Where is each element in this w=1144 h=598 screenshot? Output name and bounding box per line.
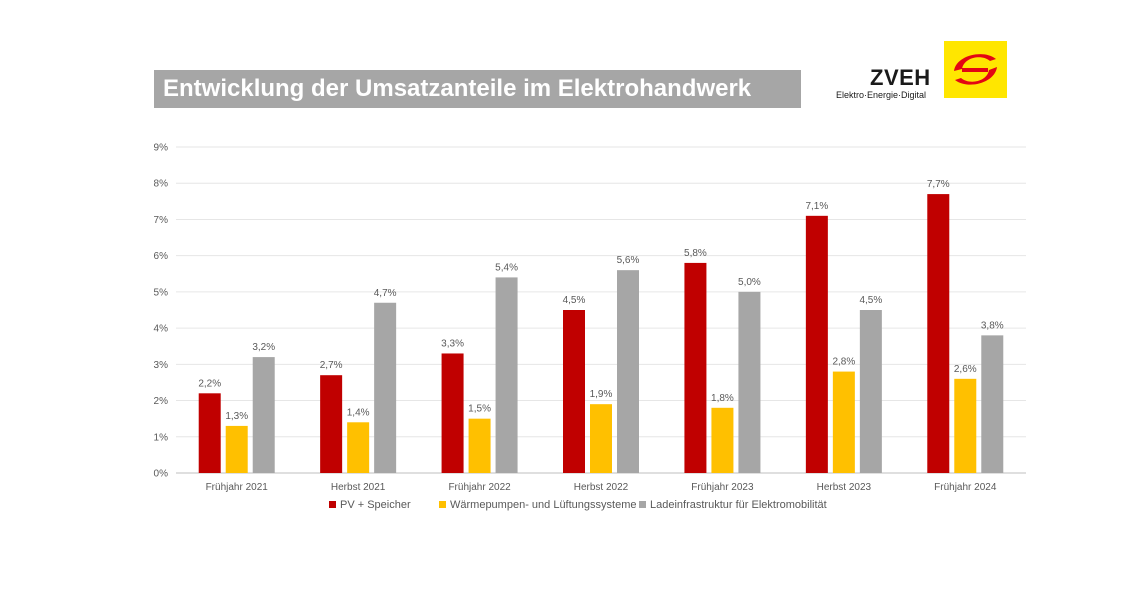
data-label: 2,6%: [954, 364, 977, 375]
bar: [590, 404, 612, 473]
x-tick-label: Herbst 2021: [331, 482, 386, 493]
data-label: 5,6%: [617, 255, 640, 266]
data-label: 1,4%: [347, 407, 370, 418]
data-label: 3,8%: [981, 320, 1004, 331]
bar: [954, 378, 977, 473]
data-label: 5,4%: [495, 262, 518, 273]
legend-swatch: [439, 501, 446, 508]
legend-swatch: [639, 501, 646, 508]
logo-tagline: Elektro·Energie·Digital: [836, 90, 927, 100]
bar: [832, 371, 855, 473]
bar: [374, 302, 397, 473]
bar: [711, 407, 734, 473]
data-label: 3,3%: [441, 338, 464, 349]
y-tick-label: 2%: [154, 396, 169, 407]
data-label: 2,7%: [320, 360, 343, 371]
data-label: 1,3%: [225, 411, 248, 422]
bar: [563, 310, 585, 473]
bar: [738, 291, 761, 473]
legend-label: PV + Speicher: [340, 499, 411, 511]
data-label: 2,2%: [198, 378, 221, 389]
bar: [805, 215, 828, 474]
bar: [252, 357, 275, 473]
data-label: 1,8%: [711, 393, 734, 404]
x-tick-label: Frühjahr 2024: [934, 482, 997, 493]
page-title: Entwicklung der Umsatzanteile im Elektro…: [154, 70, 801, 108]
data-label: 4,5%: [563, 295, 586, 306]
y-tick-label: 9%: [154, 143, 169, 154]
y-tick-label: 4%: [154, 324, 169, 335]
zveh-logo: ZVEH Elektro·Energie·Digital: [834, 41, 1010, 103]
y-tick-label: 3%: [154, 360, 169, 371]
bar: [320, 375, 343, 473]
bar: [225, 425, 248, 473]
y-tick-label: 0%: [154, 469, 169, 480]
y-tick-label: 8%: [154, 179, 169, 190]
data-label: 1,5%: [468, 404, 491, 415]
legend-label: Ladeinfrastruktur für Elektromobilität: [650, 499, 827, 511]
bar: [468, 418, 491, 473]
x-tick-label: Frühjahr 2023: [691, 482, 754, 493]
y-tick-label: 6%: [154, 251, 169, 262]
bar: [859, 310, 882, 473]
bar: [927, 194, 950, 474]
bar: [347, 422, 370, 473]
x-tick-label: Herbst 2022: [574, 482, 629, 493]
bar: [981, 335, 1004, 473]
bar: [617, 270, 639, 473]
data-label: 4,5%: [859, 295, 882, 306]
data-label: 5,8%: [684, 248, 707, 259]
x-tick-label: Frühjahr 2021: [206, 482, 269, 493]
data-label: 7,1%: [805, 201, 828, 212]
logo-mark-icon: [944, 41, 1007, 98]
logo-name: ZVEH: [870, 65, 931, 90]
data-label: 1,9%: [590, 389, 613, 400]
bar: [684, 262, 707, 473]
y-tick-label: 5%: [154, 287, 169, 298]
x-tick-label: Herbst 2023: [817, 482, 872, 493]
y-tick-label: 1%: [154, 432, 169, 443]
data-label: 3,2%: [252, 342, 275, 353]
bar: [495, 277, 518, 473]
legend-label: Wärmepumpen- und Lüftungssysteme: [450, 499, 636, 511]
data-label: 5,0%: [738, 277, 761, 288]
y-tick-label: 7%: [154, 215, 169, 226]
data-label: 4,7%: [374, 288, 397, 299]
bar: [441, 353, 464, 473]
data-label: 7,7%: [927, 179, 950, 190]
data-label: 2,8%: [832, 357, 855, 368]
legend-swatch: [329, 501, 336, 508]
x-tick-label: Frühjahr 2022: [448, 482, 511, 493]
bar: [198, 393, 221, 473]
